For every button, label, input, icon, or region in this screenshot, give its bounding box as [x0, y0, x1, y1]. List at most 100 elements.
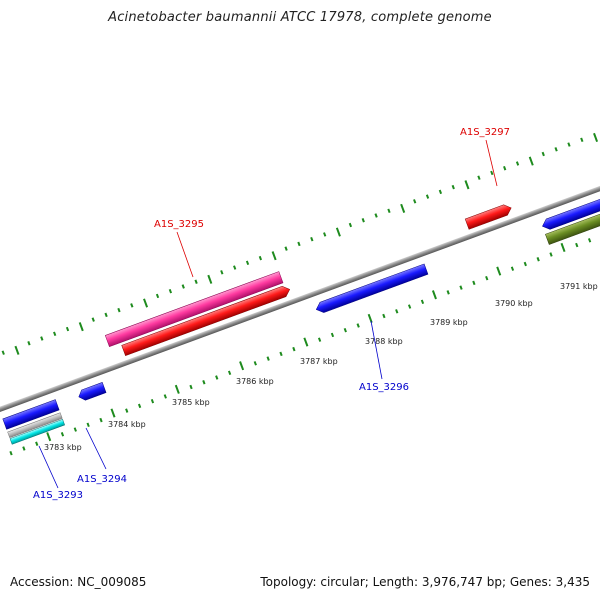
cyan-feature[interactable]	[9, 418, 65, 445]
tick-label: 3788 kbp	[365, 337, 403, 346]
tick-mark	[361, 218, 365, 223]
gene-a1s-3297[interactable]	[464, 203, 513, 230]
genome-title: Acinetobacter baumannii ATCC 17978, comp…	[108, 10, 492, 25]
tick-mark	[431, 290, 437, 300]
tick-mark	[523, 261, 527, 267]
gene-a1s-3295[interactable]	[121, 284, 292, 357]
tick-mark	[490, 170, 494, 176]
tick-mark	[323, 232, 327, 237]
tick-mark	[117, 307, 121, 313]
tick-mark	[99, 417, 103, 423]
tick-mark	[575, 242, 579, 248]
tick-mark	[266, 356, 270, 361]
tick-mark	[91, 317, 95, 322]
tick-mark	[27, 341, 31, 346]
tick-mark	[181, 284, 185, 289]
tick-mark	[220, 270, 224, 275]
tick-mark	[413, 199, 417, 204]
tick-mark	[536, 257, 540, 262]
outer-tick-ring	[1, 132, 599, 355]
tick-mark	[587, 238, 592, 243]
tick-mark	[168, 288, 173, 294]
tick-mark	[407, 304, 412, 309]
tick-mark	[343, 327, 347, 333]
tick-label: 3791 kbp	[560, 282, 598, 291]
tick-label: 3784 kbp	[108, 420, 146, 429]
tick-mark	[387, 208, 391, 214]
gene-label-a1s-3296[interactable]: A1S_3296	[359, 382, 409, 393]
tick-mark	[374, 213, 378, 218]
callout-line	[485, 139, 498, 187]
tick-mark	[485, 275, 489, 281]
tick-mark	[233, 265, 237, 270]
tick-mark	[292, 346, 296, 352]
inner-tick-ring	[9, 238, 592, 456]
gene-label-a1s-3294[interactable]: A1S_3294	[77, 474, 127, 485]
tick-mark	[580, 137, 584, 143]
genome-backbone	[0, 151, 600, 447]
tick-mark	[125, 408, 129, 413]
tick-mark	[202, 380, 206, 385]
accession-text: Accession: NC_009085	[10, 575, 147, 589]
tick-mark	[65, 326, 70, 332]
tick-mark	[335, 227, 341, 237]
tick-mark	[317, 337, 322, 342]
tick-mark	[446, 290, 450, 295]
callout-line	[38, 445, 59, 489]
tick-label: 3790 kbp	[495, 299, 533, 308]
tick-mark	[549, 252, 553, 257]
tick-label: 3785 kbp	[172, 398, 210, 407]
tick-mark	[227, 370, 232, 376]
tick-mark	[194, 279, 198, 284]
tick-label: 3783 kbp	[44, 443, 82, 452]
gene-minus-right[interactable]	[541, 194, 600, 231]
tick-mark	[35, 441, 39, 446]
tick-mark	[9, 450, 13, 456]
tick-label: 3789 kbp	[430, 318, 468, 327]
tick-mark	[78, 322, 84, 332]
callout-line	[176, 231, 194, 278]
olive-feature[interactable]	[545, 206, 600, 245]
tick-mark	[189, 384, 193, 390]
tick-mark	[284, 246, 288, 251]
tick-mark	[510, 266, 515, 271]
gene-label-a1s-3293[interactable]: A1S_3293	[33, 490, 83, 501]
tick-mark	[348, 222, 353, 228]
tick-mark	[163, 394, 167, 399]
tick-mark	[496, 266, 502, 276]
tick-mark	[367, 313, 373, 323]
tick-mark	[541, 151, 545, 157]
tick-mark	[22, 446, 26, 451]
tick-mark	[104, 312, 108, 318]
gene-label-a1s-3297[interactable]: A1S_3297	[460, 127, 510, 138]
gene-a1s-3293[interactable]	[2, 399, 60, 430]
tick-mark	[245, 260, 250, 266]
tick-mark	[137, 403, 142, 409]
gene-a1s-3296[interactable]	[314, 263, 429, 315]
tick-mark	[330, 332, 335, 338]
rna-feature-a1s-3295[interactable]	[104, 271, 284, 348]
tick-mark	[477, 175, 481, 180]
scale-labels: 3783 kbp 3784 kbp 3785 kbp 3786 kbp 3787…	[44, 282, 598, 452]
tick-mark	[60, 432, 65, 437]
tick-mark	[215, 375, 219, 380]
gene-a1s-3294[interactable]	[77, 382, 107, 402]
tick-mark	[155, 293, 160, 299]
tick-mark	[567, 142, 571, 147]
tick-mark	[110, 408, 116, 418]
gene-label-a1s-3295[interactable]: A1S_3295	[154, 219, 204, 230]
tick-mark	[73, 427, 77, 432]
tick-mark	[150, 398, 155, 404]
tick-mark	[464, 180, 470, 190]
tick-mark	[174, 384, 180, 394]
tick-mark	[593, 132, 599, 143]
tick-mark	[279, 351, 283, 357]
tick-mark	[425, 194, 430, 199]
tick-mark	[46, 432, 52, 442]
grey-feature[interactable]	[7, 412, 63, 439]
genome-info-text: Topology: circular; Length: 3,976,747 bp…	[260, 575, 590, 589]
tick-mark	[554, 147, 558, 152]
tick-mark	[86, 422, 90, 428]
tick-mark	[528, 156, 534, 166]
